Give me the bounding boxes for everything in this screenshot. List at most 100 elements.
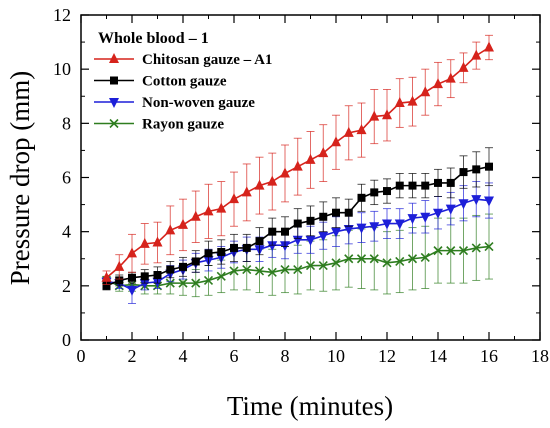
data-point [190,210,201,221]
x-marker-stroke [293,265,303,275]
y-tick-label: 8 [62,113,71,133]
data-point [458,199,469,210]
x-marker-stroke [280,265,290,275]
x-marker-stroke [446,246,456,256]
data-point [293,219,302,228]
data-point [382,109,392,120]
data-point [318,231,329,242]
x-marker-stroke [203,275,214,285]
data-point [331,258,341,268]
data-point [471,49,482,60]
data-point [484,196,494,207]
data-point [484,241,494,252]
x-tick-label: 12 [378,346,396,366]
x-marker-stroke [318,260,328,271]
data-point [191,278,201,288]
x-marker-stroke [267,267,277,277]
data-point [471,195,482,206]
data-point [152,236,163,247]
data-point [420,252,430,262]
legend-marker [109,98,119,108]
x-marker-stroke [344,254,354,264]
data-point [357,193,366,202]
y-axis-title: Pressure drop (mm) [5,71,35,285]
data-point [216,202,227,213]
data-point [165,278,175,288]
y-tick-label: 10 [53,59,71,79]
data-point [319,212,328,221]
plot-area: 0 2 4 6 8 10 12 14 16 18 0 2 4 6 8 10 12 [53,5,549,366]
data-point [458,246,469,256]
data-point [280,167,290,178]
data-point [217,247,226,256]
data-point [344,208,353,217]
x-marker-stroke [356,254,367,264]
data-point [165,224,176,235]
data-point [305,153,316,164]
data-point [394,219,405,230]
data-point [407,95,418,106]
data-point [268,227,277,236]
y-tick-label: 2 [62,276,71,296]
data-point [343,126,354,137]
x-marker-stroke [109,118,119,129]
legend-marker [110,76,118,85]
data-point [127,247,137,258]
data-point [318,147,329,158]
x-marker-stroke [165,278,175,288]
x-tick-label: 14 [429,346,447,366]
data-point [434,178,442,187]
data-point [254,266,265,276]
legend-label: Chitosan gauze – A1 [142,52,272,68]
y-tick-label: 0 [62,330,71,350]
x-tick-label: 16 [480,346,498,366]
data-point [203,275,214,285]
series-0 [101,34,494,285]
data-point [242,265,252,275]
x-tick-label: 8 [281,346,290,366]
data-point [459,168,468,177]
legend-label: Non-woven gauze [142,95,255,111]
data-point [433,208,443,219]
data-point [407,214,418,225]
data-point [446,246,456,256]
data-point [102,281,111,290]
x-marker-stroke [382,258,392,268]
legend-marker [109,118,119,129]
x-marker-stroke [407,254,418,264]
data-point [421,181,430,190]
data-point [230,243,238,252]
data-point [101,271,112,282]
data-point [332,208,340,217]
x-tick-label: 10 [327,346,345,366]
legend: Whole blood – 1 Chitosan gauze – A1 Cotto… [94,30,272,133]
legend-label: Rayon gauze [142,117,224,133]
x-marker-stroke [254,266,265,276]
data-point [229,193,239,204]
data-point [267,267,277,277]
data-point [433,246,443,256]
x-marker-stroke [433,246,443,256]
axis-ticks: 0 2 4 6 8 10 12 14 16 18 0 2 4 6 8 10 12 [53,5,549,366]
x-marker-stroke [420,252,430,262]
data-point [318,260,328,271]
x-marker-stroke [471,243,481,253]
legend-label: Cotton gauze [142,74,227,90]
data-point [179,262,187,271]
data-point [242,243,251,252]
y-tick-label: 6 [62,168,71,188]
data-point [331,136,341,147]
legend-item: Rayon gauze [94,117,224,133]
y-tick-label: 12 [53,5,71,25]
data-point [267,241,278,252]
data-point [446,178,455,187]
x-marker-stroke [458,246,469,256]
data-point [369,222,380,233]
legend-marker [109,53,119,63]
data-point [178,218,188,229]
x-marker-stroke [484,241,494,252]
x-tick-label: 2 [128,346,137,366]
data-point [370,188,379,197]
data-point [420,86,431,97]
